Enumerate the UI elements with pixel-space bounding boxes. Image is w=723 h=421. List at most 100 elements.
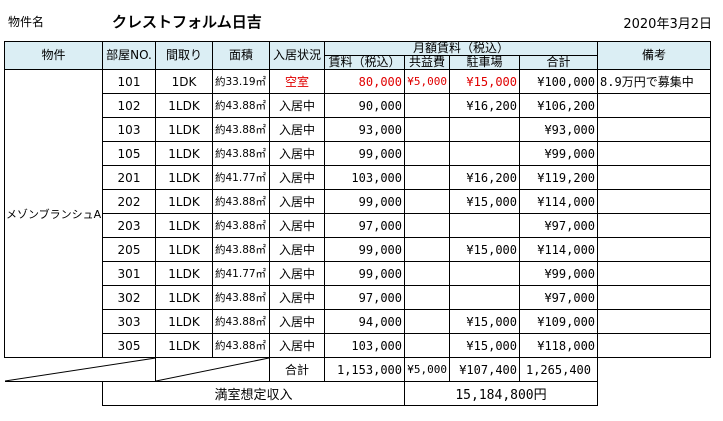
total-value: ¥109,000 [518,309,599,334]
note-value [597,117,712,142]
room-layout: 1LDK [155,213,213,238]
room-area: 約33.19㎡ [212,69,270,94]
note-value [597,141,712,166]
parking-value [449,213,520,238]
room-number: 105 [102,141,156,166]
room-area: 約43.88㎡ [212,141,270,166]
totals-rent: 1,153,000 [324,357,405,382]
document-date: 2020年3月2日 [623,17,712,32]
document-title: クレストフォルム日吉 [112,13,262,31]
room-area: 約41.77㎡ [212,165,270,190]
room-layout: 1LDK [155,141,213,166]
header-area: 面積 [212,41,270,70]
table-row: 205 1LDK 約43.88㎡ 入居中 99,000 ¥15,000 ¥114,000 [5,237,712,262]
room-area: 約43.88㎡ [212,213,270,238]
header-status: 入居状況 [269,41,325,70]
totals-note-empty [597,357,711,382]
common-fee-value [404,309,450,334]
rent-roll-table: 物件 部屋NO. 間取り 面積 入居状況 月額賃料（税込） 備考 賃料（税込） … [4,41,712,406]
room-number: 301 [102,261,156,286]
common-fee-value [404,261,450,286]
parking-value: ¥15,000 [449,237,520,262]
table-row: 203 1LDK 約43.88㎡ 入居中 97,000 ¥97,000 [5,213,712,238]
table-body: メゾンブランシュA 101 1DK 約33.19㎡ 空室 80,000 ¥5,000 ¥15,… [4,69,712,358]
parking-value: ¥15,000 [449,309,520,334]
room-area: 約43.88㎡ [212,93,270,118]
common-fee-value: ¥5,000 [404,69,450,94]
rent-value: 103,000 [324,165,405,190]
header-notes: 備考 [597,41,712,70]
common-fee-value [404,117,450,142]
room-number: 102 [102,93,156,118]
occupancy-status: 入居中 [269,93,325,118]
table-row: 103 1LDK 約43.88㎡ 入居中 93,000 ¥93,000 [5,117,712,142]
common-fee-value [404,213,450,238]
occupancy-status: 入居中 [269,333,325,358]
room-layout: 1LDK [155,237,213,262]
occupancy-status: 入居中 [269,285,325,310]
full-occupancy-value: 15,184,800円 [403,381,599,406]
total-value: ¥118,000 [518,333,599,358]
room-number: 302 [102,285,156,310]
room-layout: 1LDK [155,117,213,142]
common-fee-value [404,141,450,166]
note-value [597,285,712,310]
total-value: ¥97,000 [518,285,599,310]
total-value: ¥93,000 [518,117,599,142]
common-fee-value [404,189,450,214]
property-name-cell: メゾンブランシュA [4,69,103,358]
common-fee-value [404,93,450,118]
header-common-fee: 共益費 [404,55,450,70]
parking-value: ¥15,000 [449,189,520,214]
rent-value: 94,000 [324,309,405,334]
room-layout: 1LDK [155,261,213,286]
header-rent: 賃料（税込） [324,55,405,70]
totals-label: 合計 [269,357,325,382]
header-room-no: 部屋NO. [102,41,156,70]
table-row: 301 1LDK 約41.77㎡ 入居中 99,000 ¥99,000 [5,261,712,286]
rent-value: 99,000 [324,261,405,286]
table-row: 201 1LDK 約41.77㎡ 入居中 103,000 ¥16,200 ¥119,200 [5,165,712,190]
parking-value [449,285,520,310]
totals-parking: ¥107,400 [449,357,520,382]
property-name-label: 物件名 [8,15,45,29]
rent-value: 97,000 [324,285,405,310]
room-layout: 1LDK [155,189,213,214]
parking-value [449,117,520,142]
table-row: 303 1LDK 約43.88㎡ 入居中 94,000 ¥15,000 ¥109,000 [5,309,712,334]
note-value [597,189,712,214]
room-layout: 1DK [155,69,213,94]
room-number: 101 [102,69,156,94]
note-value: 8.9万円で募集中 [597,69,712,94]
footer-spacer [4,381,103,406]
room-number: 103 [102,117,156,142]
parking-value: ¥15,000 [449,69,520,94]
room-area: 約43.88㎡ [212,285,270,310]
parking-value [449,141,520,166]
note-value [597,237,712,262]
note-value [597,213,712,238]
total-value: ¥114,000 [518,189,599,214]
total-value: ¥114,000 [518,237,599,262]
total-value: ¥99,000 [518,141,599,166]
table-row: メゾンブランシュA 101 1DK 約33.19㎡ 空室 80,000 ¥5,000 ¥15,… [4,69,712,358]
total-value: ¥106,200 [518,93,599,118]
rent-value: 99,000 [324,237,405,262]
common-fee-value [404,333,450,358]
parking-value: ¥16,200 [449,165,520,190]
note-value [597,93,712,118]
occupancy-status: 入居中 [269,261,325,286]
totals-common: ¥5,000 [404,357,450,382]
room-layout: 1LDK [155,165,213,190]
room-number: 203 [102,213,156,238]
occupancy-status: 入居中 [269,213,325,238]
rent-value: 93,000 [324,117,405,142]
room-layout: 1LDK [155,285,213,310]
room-layout: 1LDK [155,93,213,118]
total-value: ¥97,000 [518,213,599,238]
parking-value: ¥15,000 [449,333,520,358]
room-number: 201 [102,165,156,190]
header-property: 物件 [4,41,103,70]
note-value [597,261,712,286]
rent-value: 99,000 [324,189,405,214]
